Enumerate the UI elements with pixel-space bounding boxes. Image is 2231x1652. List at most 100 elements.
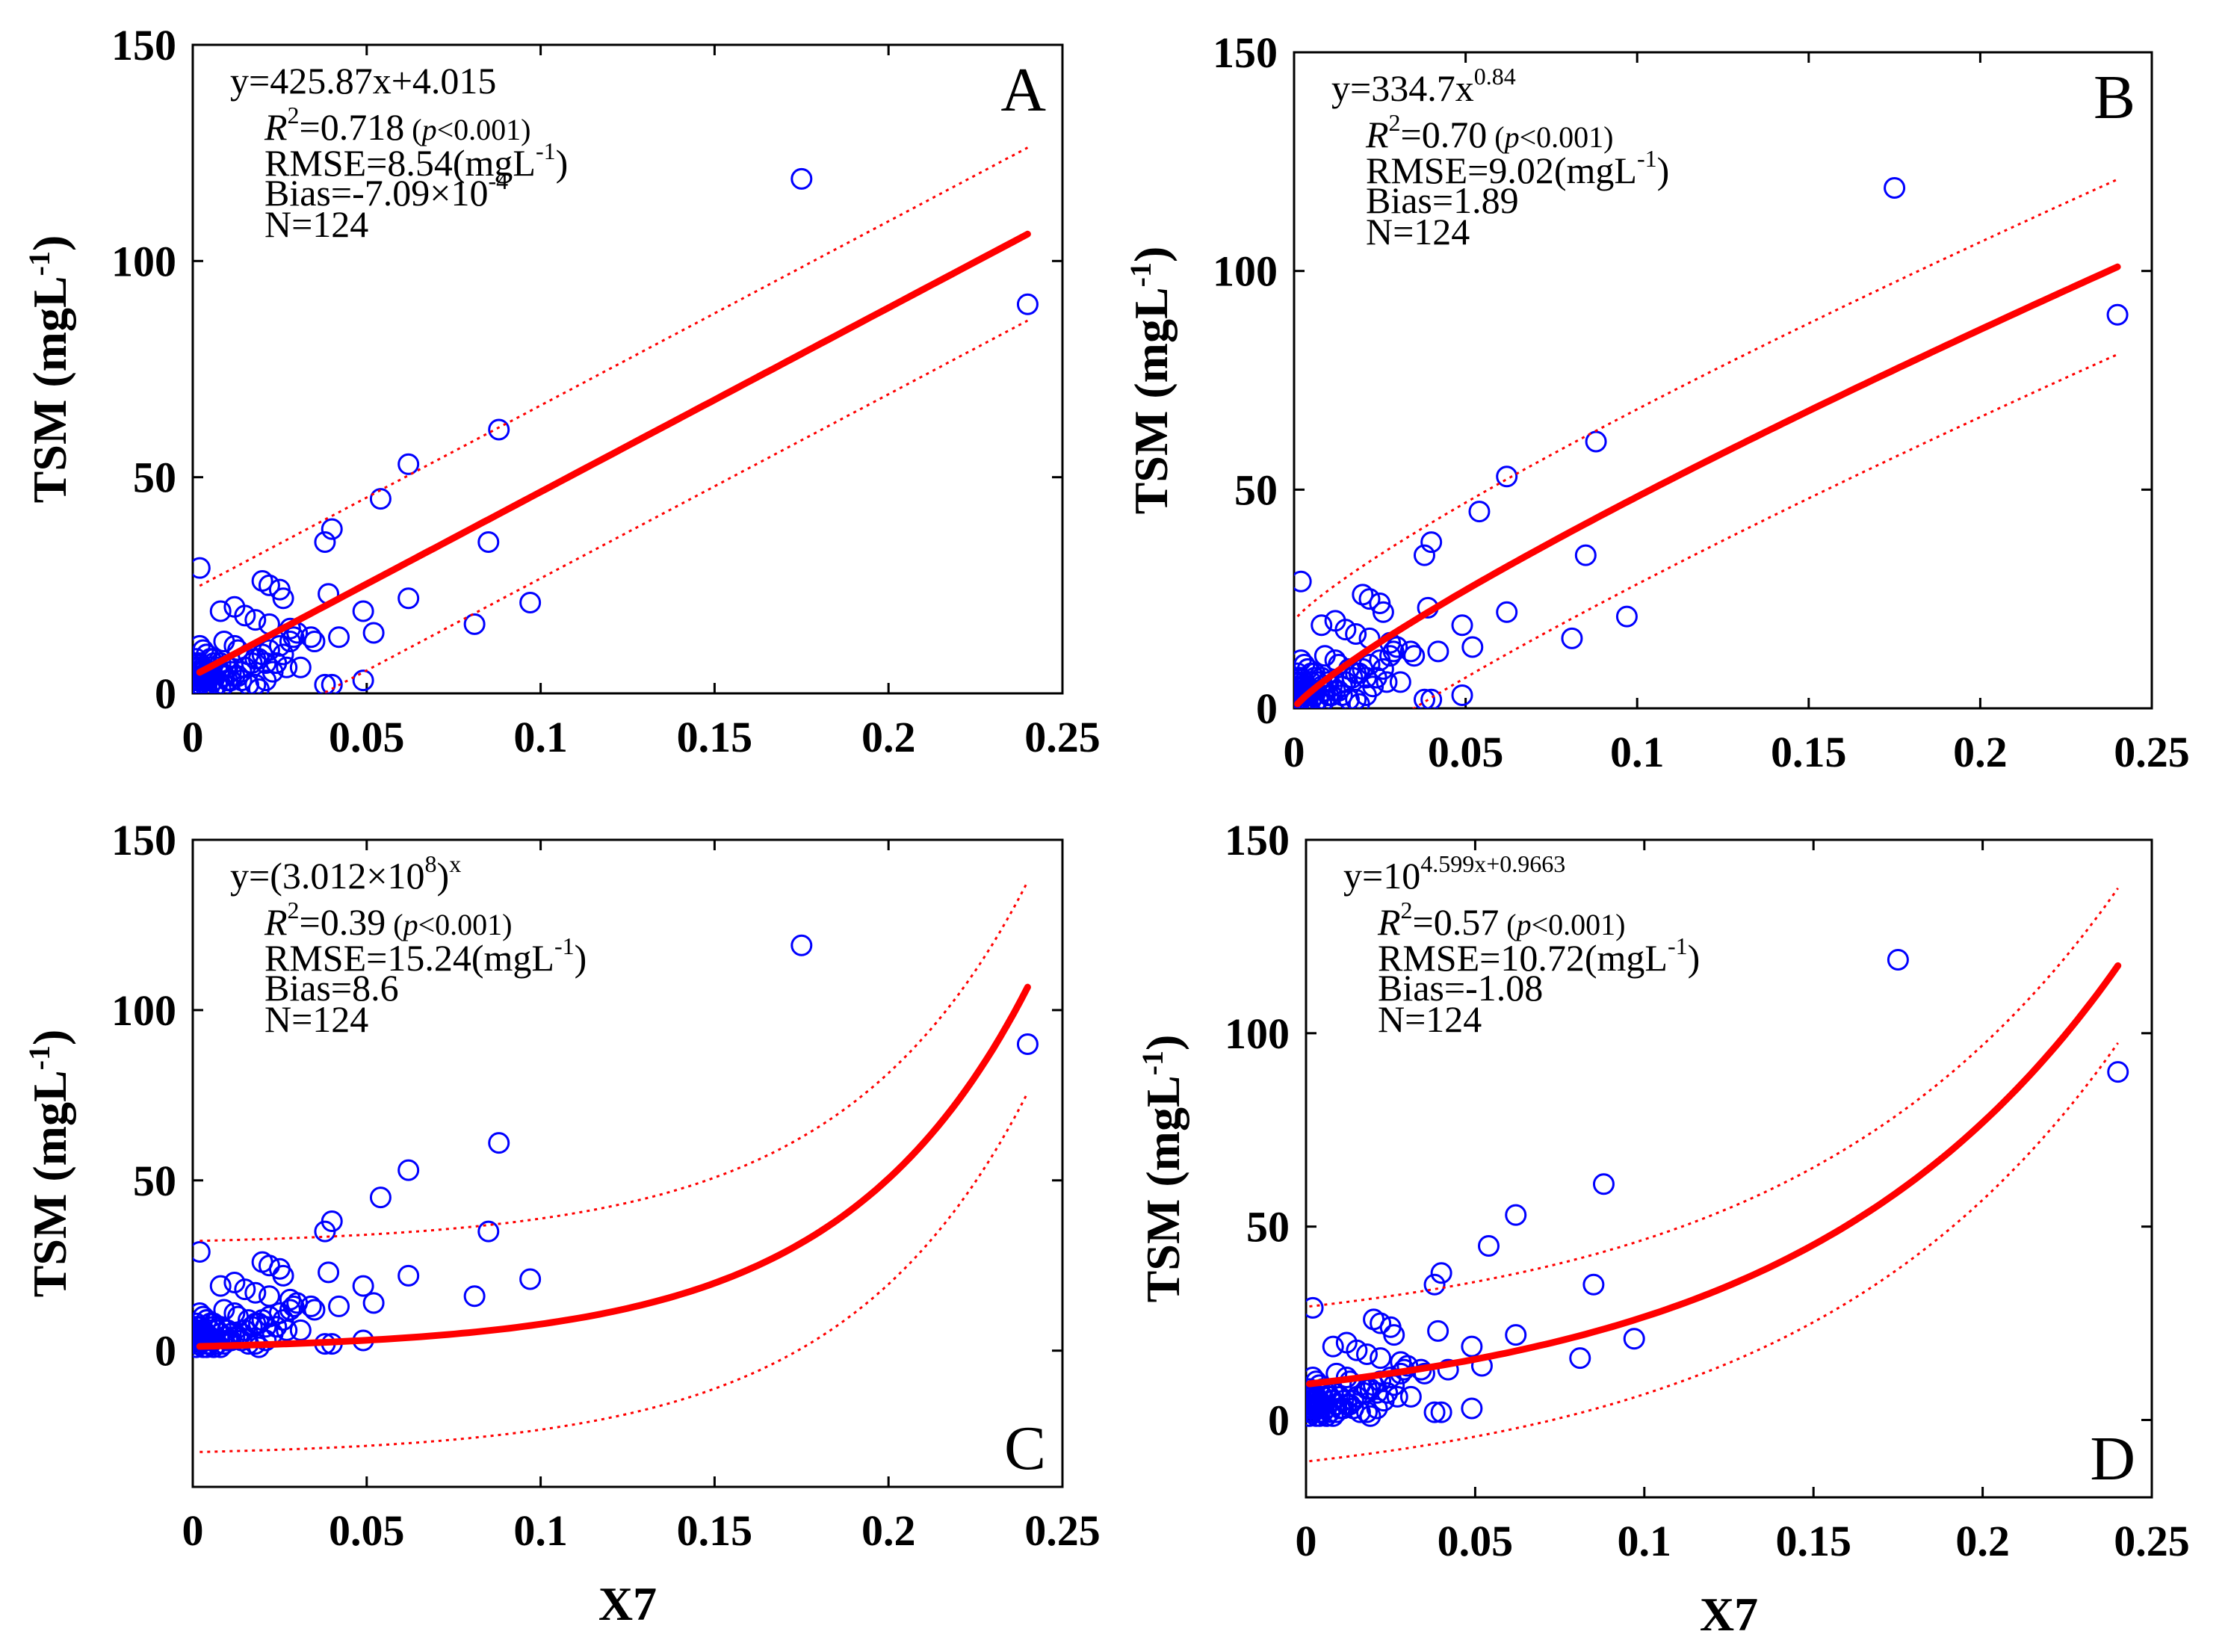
scatter-point [1461, 636, 1484, 658]
scatter-point [1582, 1273, 1605, 1296]
scatter-point [303, 1299, 326, 1321]
scatter-point [1306, 1296, 1324, 1319]
scatter-point [1413, 544, 1435, 566]
x-tick-label: 0 [182, 713, 204, 761]
scatter-point [1420, 531, 1443, 554]
scatter-point [268, 1302, 291, 1325]
scatter-point [328, 626, 350, 649]
scatter-series [1306, 948, 2129, 1427]
panel-d: 0 0.05 0.1 0.15 0.2 0.25 0 50 100 150 TSM (mgL-1) X… [1136, 816, 2190, 1641]
x-axis-label: X7 [598, 1577, 657, 1630]
scatter-point [369, 1187, 392, 1209]
scatter-point [289, 656, 312, 678]
scatter-point [1386, 1385, 1408, 1408]
scatter-point [272, 1264, 294, 1287]
x-tick-label: 0.15 [677, 713, 753, 761]
fit-group [1294, 178, 2121, 708]
scatter-point [352, 1275, 374, 1297]
scatter-point [258, 639, 280, 661]
x-tick-label: 0.1 [513, 713, 568, 761]
scatter-point [790, 167, 813, 190]
n-label: N=124 [264, 998, 368, 1040]
n-label: N=124 [1378, 998, 1482, 1040]
scatter-point [1478, 1235, 1500, 1257]
scatter-point [282, 626, 305, 649]
scatter-point [1372, 601, 1394, 623]
scatter-point [362, 622, 385, 644]
scatter-point [1334, 619, 1357, 641]
scatter-point [1496, 601, 1518, 623]
scatter-point [1403, 645, 1426, 667]
scatter-point [1358, 653, 1381, 675]
y-tick-label: 50 [133, 1157, 176, 1205]
scatter-point [1423, 1401, 1446, 1423]
scatter-point [193, 1325, 208, 1348]
scatter-point [1016, 293, 1039, 315]
x-tick-label: 0.25 [1024, 1506, 1101, 1555]
x-tick-label: 0.1 [1618, 1517, 1672, 1565]
y-tick-label: 0 [155, 1327, 176, 1376]
r2-label: R2=0.718 (p<0.001) [264, 102, 530, 148]
bias-label: Bias=1.89 [1366, 179, 1519, 221]
scatter-point [1461, 1335, 1483, 1358]
axes-frame [1293, 51, 2153, 710]
scatter-point [209, 600, 232, 622]
scatter-point [1468, 501, 1491, 523]
scatter-point [1311, 614, 1333, 637]
x-tick-label: 0.05 [329, 713, 405, 761]
y-tick-label: 100 [1225, 1009, 1290, 1058]
panel-c: 0 0.05 0.1 0.15 0.2 0.25 0 50 100 150 TSM (mgL-1) X… [22, 816, 1101, 1630]
axes-frame [191, 838, 1064, 1488]
scatter-point [1370, 1312, 1392, 1334]
scatter-point [1389, 671, 1411, 693]
scatter-point [193, 661, 211, 683]
x-tick-label: 0.25 [1024, 713, 1101, 761]
scatter-point [328, 1295, 350, 1317]
rmse-label: RMSE=9.02(mgL-1) [1366, 145, 1669, 191]
rmse-label: RMSE=10.72(mgL-1) [1378, 932, 1700, 979]
panel-letter: C [1004, 1414, 1046, 1483]
scatter-point [321, 673, 343, 693]
y-tick-label: 100 [111, 237, 176, 285]
scatter-point [289, 1319, 312, 1341]
scatter-point [244, 1281, 267, 1304]
scatter-point [321, 518, 343, 540]
y-tick-label: 150 [1213, 28, 1278, 77]
bias-label: Bias=8.6 [264, 967, 399, 1009]
y-axis-label: TSM (mgL-1) [1136, 1035, 1190, 1303]
scatter-point [1430, 1401, 1452, 1423]
x-tick-label: 0.2 [861, 713, 916, 761]
scatter-point [352, 600, 374, 622]
scatter-point [397, 587, 420, 610]
scatter-point [1346, 1339, 1368, 1361]
scatter-point [2107, 1061, 2129, 1083]
r2-label: R2=0.57 (p<0.001) [1377, 897, 1625, 943]
scatter-point [1561, 627, 1583, 649]
scatter-point [1615, 605, 1638, 628]
scatter-point [258, 1255, 280, 1277]
panel-letter: D [2090, 1424, 2135, 1494]
scatter-point [1345, 688, 1367, 708]
scatter-point [397, 1264, 420, 1287]
rmse-label: RMSE=8.54(mgL-1) [264, 137, 568, 184]
scatter-point [1366, 1397, 1388, 1420]
scatter-point [369, 488, 392, 510]
upper-prediction-band [1309, 887, 2119, 1308]
scatter-point [1420, 688, 1443, 708]
scatter-point [1569, 1347, 1591, 1370]
x-axis-label: X7 [1700, 1588, 1758, 1641]
scatter-point [303, 631, 326, 653]
scatter-point [282, 1295, 305, 1317]
x-tick-label: 0.15 [1771, 728, 1847, 776]
scatter-point [1496, 465, 1518, 488]
scatter-point [318, 1261, 340, 1284]
scatter-point [193, 557, 211, 579]
scatter-point [1379, 645, 1402, 667]
scatter-point [1413, 1362, 1435, 1385]
y-tick-label: 50 [1234, 465, 1278, 514]
scatter-point [1399, 640, 1422, 663]
bias-label: Bias=-1.08 [1378, 967, 1543, 1009]
x-tick-label: 0.05 [1428, 728, 1504, 776]
scatter-point [1345, 622, 1367, 645]
upper-prediction-band [199, 881, 1029, 1243]
